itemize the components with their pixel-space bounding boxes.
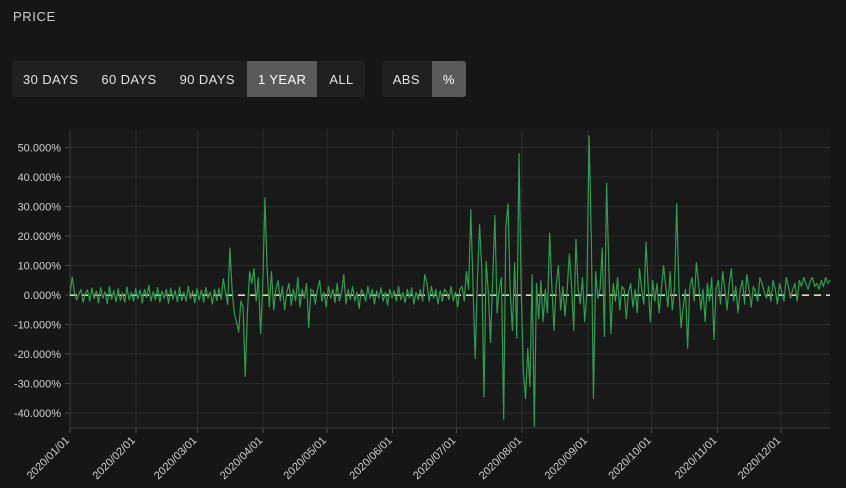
range-button-all[interactable]: ALL bbox=[318, 61, 365, 97]
plot-area-background bbox=[70, 130, 830, 428]
y-tick-label: 10.000% bbox=[18, 261, 62, 273]
range-button-1-year[interactable]: 1 YEAR bbox=[246, 61, 318, 97]
y-tick-label: 0.000% bbox=[24, 290, 62, 302]
x-axis-ticks: 2020/01/01 2020/02/01 2020/03/01 2020/04/01… bbox=[25, 428, 783, 482]
y-axis-ticks: 50.000% 40.000% 30.000% 20.000% 10.000% 0.000… bbox=[14, 143, 70, 420]
range-button-60-days[interactable]: 60 DAYS bbox=[90, 61, 168, 97]
chart-toolbar: 30 DAYS 60 DAYS 90 DAYS 1 YEAR ALL ABS% bbox=[12, 61, 466, 97]
mode-button-abs[interactable]: ABS bbox=[381, 61, 431, 97]
x-tick-label: 2020/04/01 bbox=[218, 435, 265, 482]
x-tick-label: 2020/10/01 bbox=[606, 435, 653, 482]
range-button-30-days[interactable]: 30 DAYS bbox=[12, 61, 90, 97]
y-tick-label: 20.000% bbox=[18, 231, 62, 243]
x-tick-label: 2020/06/01 bbox=[347, 435, 394, 482]
price-chart-svg: 50.000% 40.000% 30.000% 20.000% 10.000% 0.000… bbox=[14, 130, 831, 482]
y-tick-label: -30.000% bbox=[14, 379, 61, 391]
price-series-line bbox=[69, 135, 831, 428]
price-chart: 50.000% 40.000% 30.000% 20.000% 10.000% 0.000… bbox=[0, 106, 846, 488]
x-tick-label: 2020/07/01 bbox=[411, 435, 458, 482]
x-tick-label: 2020/02/01 bbox=[91, 435, 138, 482]
y-tick-label: -40.000% bbox=[14, 408, 61, 420]
y-tick-label: 30.000% bbox=[18, 202, 62, 214]
range-button-group: 30 DAYS 60 DAYS 90 DAYS 1 YEAR ALL bbox=[12, 61, 365, 97]
x-tick-label: 2020/03/01 bbox=[152, 435, 199, 482]
y-tick-label: 40.000% bbox=[18, 172, 62, 184]
x-tick-label: 2020/08/01 bbox=[477, 435, 524, 482]
x-tick-label: 2020/01/01 bbox=[25, 435, 72, 482]
range-button-90-days[interactable]: 90 DAYS bbox=[168, 61, 246, 97]
x-tick-label: 2020/12/01 bbox=[736, 435, 783, 482]
mode-button-[interactable]: % bbox=[431, 61, 466, 97]
x-tick-label: 2020/05/01 bbox=[282, 435, 329, 482]
page-title: PRICE bbox=[13, 9, 56, 24]
y-tick-label: 50.000% bbox=[18, 143, 62, 155]
x-tick-label: 2020/11/01 bbox=[673, 435, 720, 482]
mode-button-group: ABS% bbox=[381, 61, 466, 97]
x-tick-label: 2020/09/01 bbox=[543, 435, 590, 482]
y-tick-label: -10.000% bbox=[14, 320, 61, 332]
y-tick-label: -20.000% bbox=[14, 349, 61, 361]
